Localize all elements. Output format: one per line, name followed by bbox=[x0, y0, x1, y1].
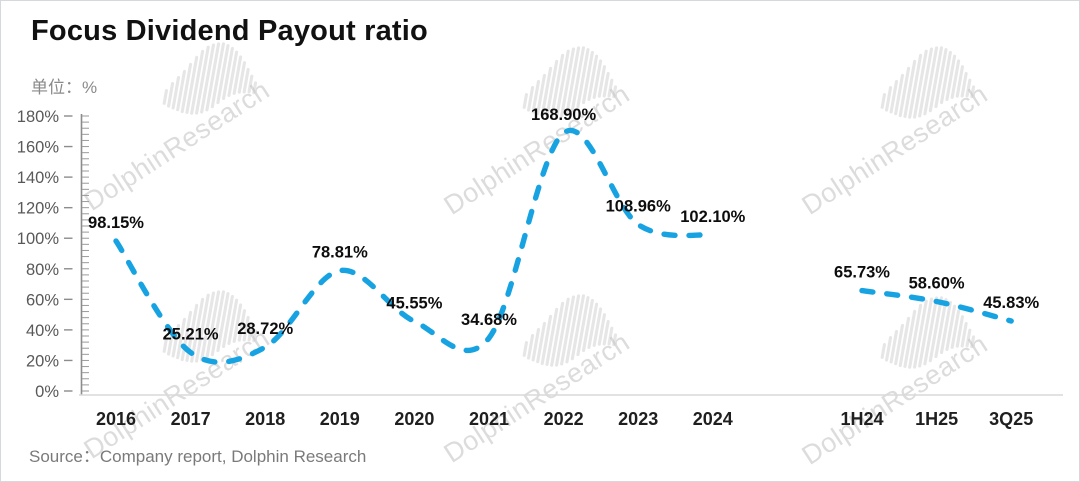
x-axis-label: 2021 bbox=[469, 409, 509, 429]
y-tick-label: 100% bbox=[17, 230, 60, 248]
data-label: 25.21% bbox=[163, 325, 219, 343]
x-axis-label: 2018 bbox=[245, 409, 285, 429]
data-label: 65.73% bbox=[834, 264, 890, 282]
unit-label: 单位：% bbox=[31, 78, 98, 97]
x-axis-label: 2020 bbox=[394, 409, 434, 429]
y-tick-label: 160% bbox=[17, 139, 60, 157]
data-label: 78.81% bbox=[312, 244, 368, 262]
data-label: 58.60% bbox=[909, 274, 965, 292]
payout-ratio-annual-line bbox=[113, 127, 716, 365]
y-tick-label: 0% bbox=[35, 383, 59, 401]
x-axis-label: 2016 bbox=[96, 409, 136, 429]
x-axis-label: 2019 bbox=[320, 409, 360, 429]
data-label: 168.90% bbox=[531, 106, 596, 124]
x-axis-label: 2022 bbox=[544, 409, 584, 429]
x-axis-label: 2017 bbox=[171, 409, 211, 429]
x-axis-label: 2024 bbox=[693, 409, 733, 429]
chart-title: Focus Dividend Payout ratio bbox=[31, 15, 428, 47]
source-note: Source：Company report, Dolphin Research bbox=[29, 447, 367, 466]
y-tick-label: 140% bbox=[17, 169, 60, 187]
x-axis-label: 1H24 bbox=[840, 409, 883, 429]
data-label: 45.83% bbox=[983, 294, 1039, 312]
y-tick-label: 40% bbox=[26, 322, 59, 340]
y-tick-label: 60% bbox=[26, 291, 59, 309]
x-axis-label: 1H25 bbox=[915, 409, 958, 429]
y-tick-label: 180% bbox=[17, 108, 60, 126]
x-axis-label: 3Q25 bbox=[989, 409, 1033, 429]
y-tick-label: 120% bbox=[17, 200, 60, 218]
data-label: 34.68% bbox=[461, 311, 517, 329]
y-tick-label: 80% bbox=[26, 261, 59, 279]
data-label: 45.55% bbox=[386, 294, 442, 312]
y-tick-label: 20% bbox=[26, 352, 59, 370]
x-axis-label: 2023 bbox=[618, 409, 658, 429]
data-label: 28.72% bbox=[237, 320, 293, 338]
data-label: 102.10% bbox=[680, 208, 745, 226]
data-label: 98.15% bbox=[88, 214, 144, 232]
data-label: 108.96% bbox=[606, 198, 671, 216]
